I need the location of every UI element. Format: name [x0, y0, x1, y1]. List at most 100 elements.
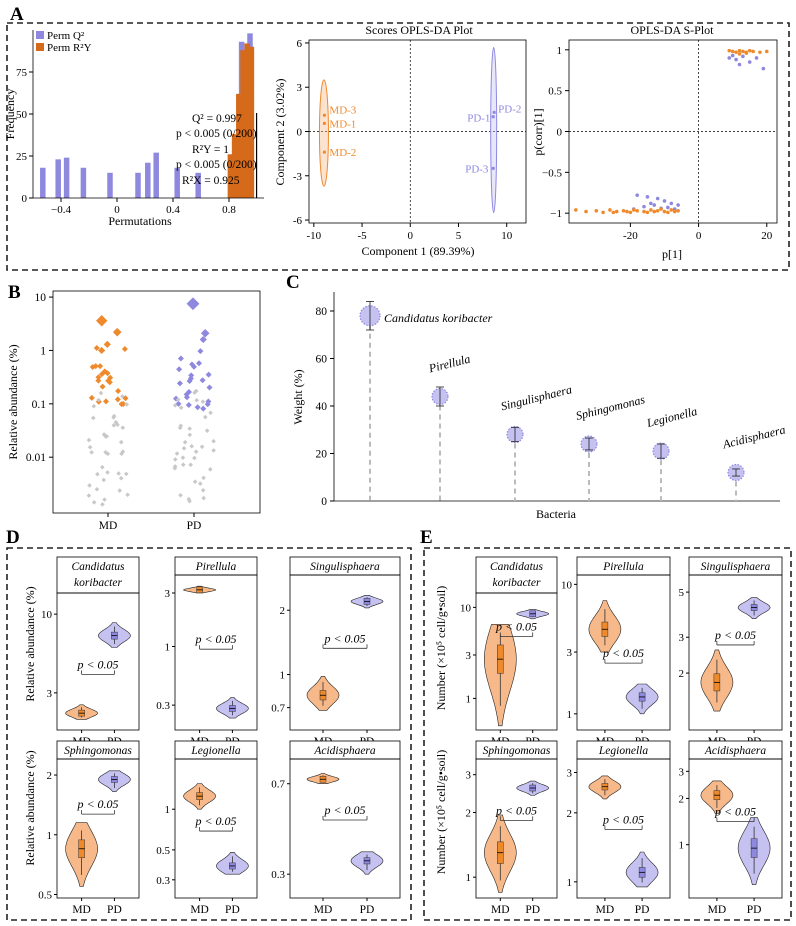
- splot-point-md: [601, 210, 605, 215]
- c-genus-label: Singulisphaera: [499, 382, 573, 413]
- y-tick-label: 3: [567, 767, 573, 779]
- splot-point-pd: [734, 57, 738, 62]
- splot-point-md: [628, 210, 633, 215]
- y-tick-label: 3: [567, 647, 573, 659]
- b-marker-grey: [188, 462, 193, 468]
- b-marker-colored: [183, 394, 190, 401]
- b-marker-grey: [99, 464, 105, 470]
- b-marker-colored: [98, 371, 105, 378]
- y-tick-label: 0: [22, 193, 28, 205]
- c-genus-label: Sphingomonas: [574, 392, 646, 423]
- y-tick-label: 1: [47, 830, 53, 842]
- b-marker-colored: [197, 348, 204, 355]
- legend-swatch-q2: [36, 31, 44, 39]
- panel-d-frame: [6, 547, 412, 921]
- b-marker-grey: [200, 487, 206, 493]
- signif-label: p < 0.05: [495, 619, 537, 633]
- signif-label: p < 0.05: [76, 797, 118, 811]
- x-category-label: MD: [190, 904, 209, 916]
- y-tick-label: −0.5: [542, 167, 562, 179]
- y-tick-label: 3: [165, 588, 171, 600]
- subplot-title: Legionella: [190, 745, 240, 757]
- b-marker-grey: [193, 388, 199, 394]
- b-marker-grey: [116, 471, 121, 476]
- x-category-label: MD: [596, 904, 615, 916]
- subplot-frame: [56, 758, 140, 899]
- b-marker-grey: [192, 455, 197, 461]
- b-marker-grey: [174, 451, 180, 456]
- y-tick-label: 3: [679, 766, 685, 778]
- b-marker-colored: [95, 377, 102, 384]
- b-marker-grey: [87, 483, 92, 488]
- b-marker-grey: [117, 488, 123, 493]
- b-marker-grey: [180, 462, 186, 468]
- subplot-frame: [289, 758, 401, 899]
- y-tick-label: 1: [165, 804, 171, 816]
- x-tick-label: 10: [501, 230, 513, 242]
- b-category-label: PD: [187, 520, 202, 532]
- score-point-label: MD-1: [329, 118, 356, 130]
- x-tick-label: -5: [357, 230, 367, 242]
- y-tick-label: 10: [35, 292, 47, 304]
- b-marker-grey: [89, 450, 94, 455]
- b-marker-colored: [176, 366, 183, 373]
- signif-label: p < 0.05: [323, 631, 365, 645]
- md-confidence-ellipse: [318, 79, 329, 187]
- bar-perm-r2y: [244, 43, 250, 198]
- b-marker-grey: [111, 422, 117, 428]
- b-marker-grey: [118, 439, 124, 445]
- x-tick-label: 5: [456, 230, 462, 242]
- splot-point-md: [751, 49, 755, 54]
- b-marker-grey: [202, 414, 208, 420]
- splot-point-md: [764, 49, 769, 54]
- y-tick-label: 3: [679, 632, 685, 644]
- splot-point-md: [608, 208, 612, 212]
- d-ylabel-top: Relative abundance (%): [23, 586, 37, 701]
- splot-point-pd: [662, 199, 667, 203]
- b-marker-colored: [114, 396, 121, 403]
- b-marker-large: [186, 297, 200, 311]
- y-tick-label: −1: [550, 208, 562, 220]
- splot-point-md: [645, 210, 650, 215]
- b-marker-colored: [206, 384, 213, 391]
- splot-point-md: [662, 209, 667, 214]
- bar-perm-q2: [55, 159, 61, 198]
- x-category-label: PD: [107, 904, 122, 916]
- splot-point-pd: [649, 201, 653, 206]
- subplot-title: Candidatus: [490, 561, 544, 573]
- y-tick-label: 0: [557, 127, 563, 139]
- y-tick-label: 1: [567, 877, 573, 889]
- x-tick-label: 0.8: [222, 204, 236, 216]
- b-marker-colored: [102, 398, 109, 405]
- splot-point-pd: [652, 203, 657, 207]
- c-genus-label: Pirellula: [426, 352, 471, 376]
- bar-perm-q2: [107, 172, 113, 198]
- y-tick-label: 1: [165, 642, 171, 654]
- b-marker-grey: [101, 477, 107, 483]
- subplot-title: Acidisphaera: [704, 745, 767, 757]
- y-tick-label: 0.3: [156, 700, 170, 712]
- b-ylabel: Relative abundance (%): [6, 344, 20, 459]
- b-marker-colored: [93, 344, 100, 351]
- x-category-label: PD: [225, 904, 240, 916]
- b-marker-grey: [192, 390, 197, 395]
- annot-p2: p < 0.005 (0/200): [176, 159, 257, 171]
- y-tick-label: 1: [466, 693, 472, 705]
- splot-point-md: [625, 209, 629, 214]
- panel-letter-e: E: [420, 527, 433, 548]
- annot-p1: p < 0.005 (0/200): [176, 128, 257, 140]
- y-tick-label: 1: [466, 872, 472, 884]
- splot-point-md: [737, 52, 742, 56]
- b-frame: [52, 290, 261, 514]
- y-tick-label: 50: [16, 109, 28, 121]
- b-marker-grey: [91, 403, 97, 409]
- annot-r2x: R²X = 0.925: [182, 175, 240, 187]
- b-marker-grey: [178, 492, 183, 498]
- c-genus-label: Legionella: [644, 404, 698, 430]
- bar-perm-q2: [153, 152, 159, 198]
- b-marker-grey: [172, 402, 178, 408]
- y-tick-label: 0: [297, 127, 303, 139]
- b-marker-grey: [172, 457, 178, 462]
- y-tick-label: 80: [316, 306, 328, 318]
